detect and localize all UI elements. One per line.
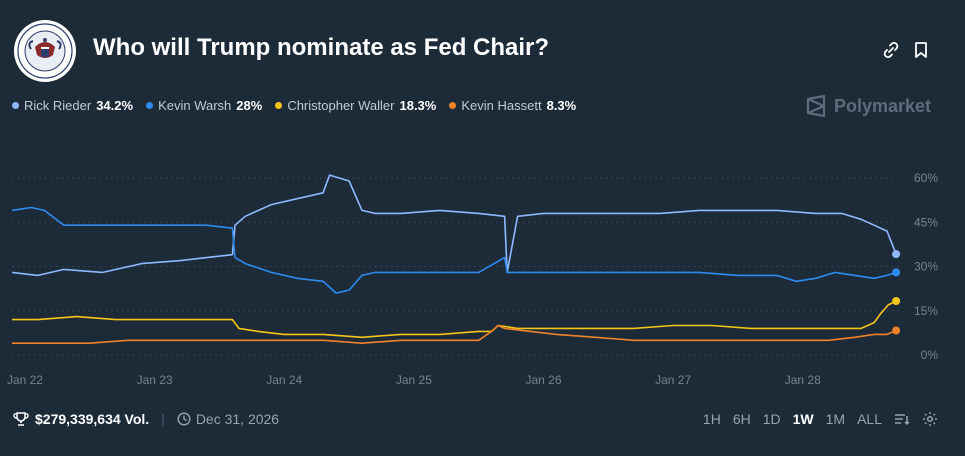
x-tick-label: Jan 23	[137, 373, 173, 387]
series-line-christopher-waller	[12, 300, 897, 339]
market-info: $279,339,634 Vol. | Dec 31, 2026	[13, 411, 279, 427]
settings-gear-icon[interactable]	[922, 411, 938, 427]
volume: $279,339,634 Vol.	[35, 411, 150, 427]
x-axis-ticks: Jan 22 Jan 23 Jan 24 Jan 25 Jan 26 Jan 27 Jan …	[7, 373, 821, 387]
polymarket-logo-icon	[806, 95, 826, 117]
series-line-kevin-hassett	[12, 324, 897, 344]
clock-icon	[177, 412, 191, 426]
federal-reserve-seal-logo	[14, 20, 76, 82]
legend-value: 8.3%	[546, 98, 577, 113]
divider: |	[161, 411, 165, 427]
x-tick-label: Jan 26	[525, 373, 561, 387]
range-1m[interactable]: 1M	[825, 411, 846, 427]
legend-value: 34.2%	[96, 98, 134, 113]
y-tick-label: 30%	[914, 260, 938, 274]
legend-item-rick-rieder: Rick Rieder 34.2%	[12, 98, 133, 113]
end-date: Dec 31, 2026	[195, 411, 280, 427]
link-icon[interactable]	[881, 40, 901, 60]
series-end-point-kevin-hassett	[892, 326, 901, 335]
chart-legend: Rick Rieder 34.2% Kevin Warsh 28% Christ…	[12, 98, 576, 113]
chart-series	[11, 174, 901, 344]
y-tick-label: 15%	[914, 304, 938, 318]
brand-name: Polymarket	[834, 95, 932, 116]
x-tick-label: Jan 24	[266, 373, 302, 387]
legend-dot	[146, 102, 154, 109]
y-tick-label: 45%	[914, 215, 938, 229]
legend-item-kevin-hassett: Kevin Hassett 8.3%	[449, 98, 576, 113]
bookmark-icon[interactable]	[911, 40, 931, 60]
legend-name: Christopher Waller	[287, 98, 395, 113]
y-tick-label: 0%	[921, 348, 939, 362]
y-axis-ticks: 0% 15% 30% 45% 60%	[914, 171, 938, 362]
time-range-selector: 1H 6H 1D 1W 1M ALL	[703, 411, 938, 427]
legend-name: Kevin Hassett	[461, 98, 542, 113]
legend-item-kevin-warsh: Kevin Warsh 28%	[146, 98, 262, 113]
series-end-point-rick-rieder	[892, 250, 901, 259]
legend-name: Kevin Warsh	[158, 98, 232, 113]
series-line-kevin-warsh	[11, 206, 897, 294]
x-tick-label: Jan 27	[655, 373, 691, 387]
legend-dot	[12, 102, 19, 109]
legend-dot	[275, 102, 283, 109]
range-1w[interactable]: 1W	[792, 411, 814, 427]
page-title: Who will Trump nominate as Fed Chair?	[93, 34, 550, 61]
legend-value: 28%	[236, 98, 263, 113]
range-1d[interactable]: 1D	[762, 411, 781, 427]
legend-name: Rick Rieder	[24, 98, 92, 113]
x-tick-label: Jan 22	[7, 373, 43, 387]
x-tick-label: Jan 28	[785, 373, 821, 387]
range-1h[interactable]: 1H	[702, 411, 721, 427]
legend-dot	[449, 102, 457, 109]
sort-lines-icon[interactable]	[894, 411, 910, 427]
range-6h[interactable]: 6H	[732, 411, 751, 427]
legend-item-christopher-waller: Christopher Waller 18.3%	[275, 98, 436, 113]
polymarket-brand: Polymarket	[806, 95, 931, 117]
series-end-point-christopher-waller	[892, 297, 901, 306]
series-line-rick-rieder	[11, 174, 897, 277]
legend-value: 18.3%	[399, 98, 437, 113]
y-tick-label: 60%	[914, 171, 938, 185]
x-tick-label: Jan 25	[396, 373, 432, 387]
series-end-point-kevin-warsh	[892, 268, 901, 277]
trophy-icon	[13, 412, 29, 426]
range-all[interactable]: ALL	[857, 411, 882, 427]
